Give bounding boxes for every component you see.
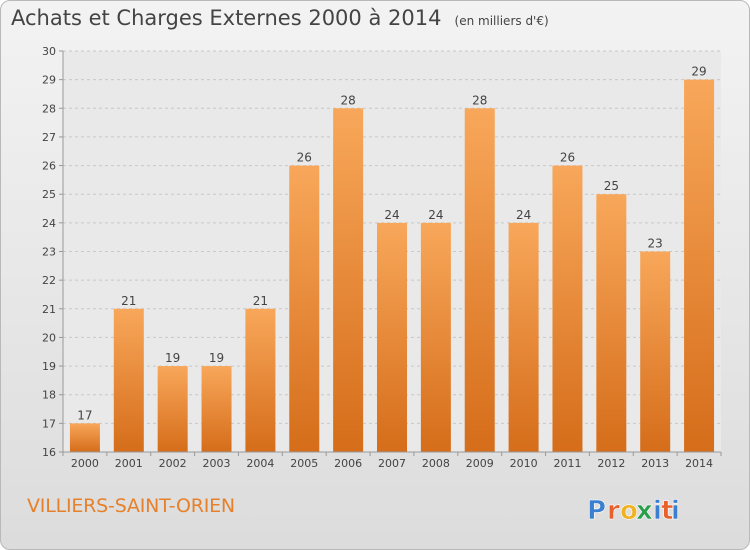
data-label: 23	[648, 237, 663, 251]
y-axis-ticks: 16 17 18 19 20 21 22 23 24 25 26 27 28 29 30	[42, 45, 63, 459]
x-tick-label: 2000	[71, 457, 99, 470]
y-tick-label: 30	[42, 45, 56, 58]
x-tick-label: 2012	[597, 457, 625, 470]
x-tick-label: 2009	[466, 457, 494, 470]
data-label: 19	[209, 351, 224, 365]
logo-letter: i	[671, 496, 680, 526]
bars	[69, 79, 715, 453]
bar	[69, 423, 100, 452]
logo-letter: t	[661, 496, 673, 526]
logo-letter: r	[607, 496, 620, 526]
x-tick-label: 2013	[641, 457, 669, 470]
bar	[596, 194, 627, 452]
data-label: 21	[121, 294, 136, 308]
y-tick-label: 22	[42, 274, 56, 287]
data-label: 26	[297, 151, 312, 165]
y-tick-label: 28	[42, 102, 56, 115]
data-label: 28	[340, 93, 355, 107]
data-label: 19	[165, 351, 180, 365]
x-tick-label: 2001	[115, 457, 143, 470]
x-tick-label: 2006	[334, 457, 362, 470]
logo-letter: x	[636, 496, 653, 526]
x-tick-label: 2004	[246, 457, 274, 470]
bar	[464, 108, 495, 453]
bar	[333, 108, 364, 453]
place-name: VILLIERS-SAINT-ORIEN	[27, 495, 235, 517]
data-label: 25	[604, 179, 619, 193]
data-label: 24	[516, 208, 531, 222]
logo-letter: o	[620, 496, 638, 526]
bar	[684, 79, 715, 453]
data-labels: 17 21 19 19 21 26 28 24 24 28 24 26 25 23 29	[77, 65, 706, 423]
bar	[640, 251, 671, 452]
data-label: 21	[253, 294, 268, 308]
x-tick-label: 2011	[553, 457, 581, 470]
chart-title: Achats et Charges Externes 2000 à 2014 (…	[11, 6, 549, 30]
bar	[201, 366, 232, 452]
x-tick-label: 2014	[685, 457, 713, 470]
x-tick-label: 2005	[290, 457, 318, 470]
x-tick-label: 2008	[422, 457, 450, 470]
y-tick-label: 18	[42, 389, 56, 402]
y-tick-label: 21	[42, 303, 56, 316]
data-label: 24	[384, 208, 399, 222]
y-tick-label: 23	[42, 246, 56, 259]
y-tick-label: 17	[42, 417, 56, 430]
logo-letter: i	[653, 496, 662, 526]
y-tick-label: 20	[42, 331, 56, 344]
y-tick-label: 19	[42, 360, 56, 373]
data-label: 26	[560, 151, 575, 165]
chart-title-unit: (en milliers d'€)	[454, 14, 549, 28]
y-tick-label: 26	[42, 160, 56, 173]
x-tick-label: 2002	[159, 457, 187, 470]
bar	[157, 366, 188, 452]
data-label: 29	[691, 65, 706, 79]
y-tick-label: 27	[42, 131, 56, 144]
data-label: 17	[77, 408, 92, 422]
bar	[113, 308, 144, 452]
bar	[552, 165, 583, 453]
x-tick-label: 2010	[510, 457, 538, 470]
logo-letter: P	[587, 496, 606, 526]
data-label: 28	[472, 93, 487, 107]
y-tick-label: 25	[42, 188, 56, 201]
bar	[377, 222, 407, 452]
x-tick-label: 2003	[203, 457, 231, 470]
y-tick-label: 24	[42, 217, 56, 230]
bar	[289, 165, 320, 453]
y-tick-label: 16	[42, 446, 56, 459]
x-tick-label: 2007	[378, 457, 406, 470]
y-tick-label: 29	[42, 74, 56, 87]
bar	[420, 222, 451, 452]
bar	[245, 308, 276, 452]
x-axis-ticks: 2000 2001 2002 2003 2004 2005 2006 2007 2008 2009…	[62, 452, 722, 470]
data-label: 24	[428, 208, 443, 222]
chart-title-main: Achats et Charges Externes 2000 à 2014	[11, 6, 442, 30]
bar	[508, 222, 539, 452]
